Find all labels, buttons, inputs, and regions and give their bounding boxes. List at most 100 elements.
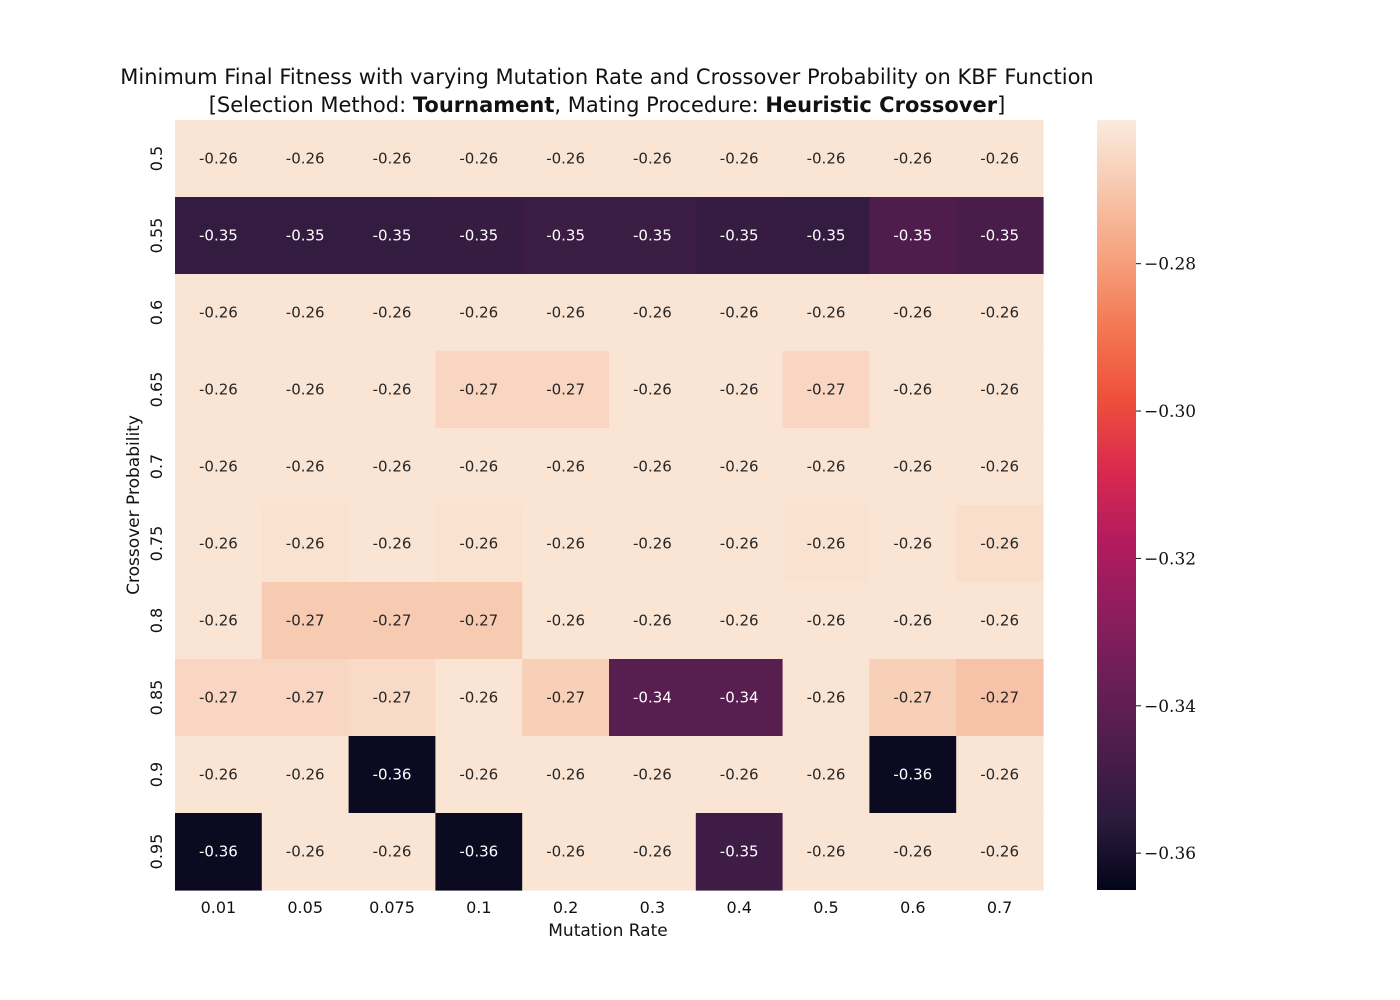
heatmap-cell [348,351,436,429]
cell-value-label: -0.26 [199,458,238,476]
cell-value-label: -0.26 [980,381,1019,399]
cell-value-label: -0.26 [893,843,932,861]
heatmap-cell [522,120,610,198]
cell-value-label: -0.26 [633,766,672,784]
heatmap-cell [261,274,350,352]
y-tick-label: 0.85 [147,680,166,716]
colorbar-tick-label: −0.30 [1144,402,1196,422]
cell-value-label: -0.26 [807,766,846,784]
colorbar [1097,120,1136,890]
heatmap-cell [348,505,436,583]
heatmap-cell [522,505,610,583]
heatmap-cell [348,582,436,660]
heatmap-cell [522,659,610,737]
heatmap-cell [522,582,610,660]
title-line2-mid: , Mating Procedure: [554,93,765,117]
cell-value-label: -0.26 [546,458,585,476]
y-tick-label: 0.55 [147,218,166,254]
cell-value-label: -0.26 [286,535,325,553]
y-tick-label: 0.8 [147,608,166,633]
heatmap-cell [869,813,957,891]
heatmap-cell [609,120,697,198]
x-tick-label: 0.3 [640,898,665,917]
heatmap-cell [435,659,523,737]
heatmap-cell [435,582,523,660]
x-tick-label: 0.4 [726,898,751,917]
cell-value-label: -0.26 [720,304,759,322]
colorbar-tick-label: −0.34 [1144,697,1196,717]
heatmap-cell [956,582,1044,660]
cell-value-label: -0.26 [546,304,585,322]
colorbar-tick-label: −0.32 [1144,549,1196,569]
heatmap-cell [522,351,610,429]
cell-value-label: -0.27 [980,689,1019,707]
cell-value-label: -0.26 [720,381,759,399]
cell-value-label: -0.27 [286,689,325,707]
heatmap-cell [175,120,263,198]
cell-value-label: -0.27 [546,381,585,399]
cell-value-label: -0.26 [720,458,759,476]
heatmap-cell [956,659,1044,737]
cell-value-label: -0.26 [546,843,585,861]
heatmap-cell [435,351,523,429]
heatmap-cell [869,120,957,198]
heatmap-cell [782,351,870,429]
heatmap-cell [956,813,1044,891]
heatmap-cell [782,736,870,814]
heatmap-cell [609,197,697,275]
heatmap-cell [522,813,610,891]
cell-value-label: -0.26 [980,766,1019,784]
heatmap-cell [695,428,784,506]
y-tick-label: 0.5 [147,146,166,171]
heatmap-cell [261,505,350,583]
heatmap-cell [435,505,523,583]
cell-value-label: -0.26 [980,458,1019,476]
heatmap-cell [261,659,350,737]
cell-value-label: -0.27 [459,612,498,630]
cell-value-label: -0.27 [286,612,325,630]
heatmap-cell [609,582,697,660]
cell-value-label: -0.26 [980,612,1019,630]
heatmap-cell-labels: -0.26 -0.26 -0.26 -0.26 -0.26 -0.26 -0.26 -0.26… [199,150,1019,861]
heatmap-cell [869,351,957,429]
heatmap-cell [609,505,697,583]
x-tick-label: 0.7 [987,898,1012,917]
cell-value-label: -0.26 [199,381,238,399]
cell-value-label: -0.26 [286,304,325,322]
heatmap-cell [435,274,523,352]
cell-value-label: -0.26 [633,612,672,630]
heatmap-cell [261,582,350,660]
heatmap-cell [348,274,436,352]
cell-value-label: -0.26 [459,689,498,707]
colorbar-tick-label: −0.28 [1144,255,1196,275]
cell-value-label: -0.26 [286,843,325,861]
chart-title-line1: Minimum Final Fitness with varying Mutat… [120,65,1094,89]
cell-value-label: -0.26 [373,304,412,322]
heatmap-cell [609,736,697,814]
heatmap-cell [695,736,784,814]
heatmap-cell [261,428,350,506]
colorbar-tick-label: −0.36 [1144,844,1196,864]
heatmap-cell [175,736,263,814]
cell-value-label: -0.26 [199,766,238,784]
cell-value-label: -0.27 [459,381,498,399]
heatmap-cell [522,428,610,506]
cell-value-label: -0.26 [807,535,846,553]
heatmap-cell [175,813,263,891]
heatmap-cell [348,428,436,506]
heatmap-cell [175,351,263,429]
x-tick-label: 0.5 [813,898,838,917]
cell-value-label: -0.26 [546,535,585,553]
heatmap-cell [695,274,784,352]
title-mating-procedure: Heuristic Crossover [765,93,997,117]
heatmap-cell [348,197,436,275]
cell-value-label: -0.34 [720,689,759,707]
cell-value-label: -0.26 [893,381,932,399]
cell-value-label: -0.26 [373,150,412,168]
heatmap-cell [695,120,784,198]
cell-value-label: -0.26 [546,612,585,630]
heatmap-cell [956,274,1044,352]
x-tick-label: 0.1 [466,898,491,917]
colorbar-ticks: −0.28 −0.30 −0.32 −0.34 −0.36 [1136,255,1196,864]
